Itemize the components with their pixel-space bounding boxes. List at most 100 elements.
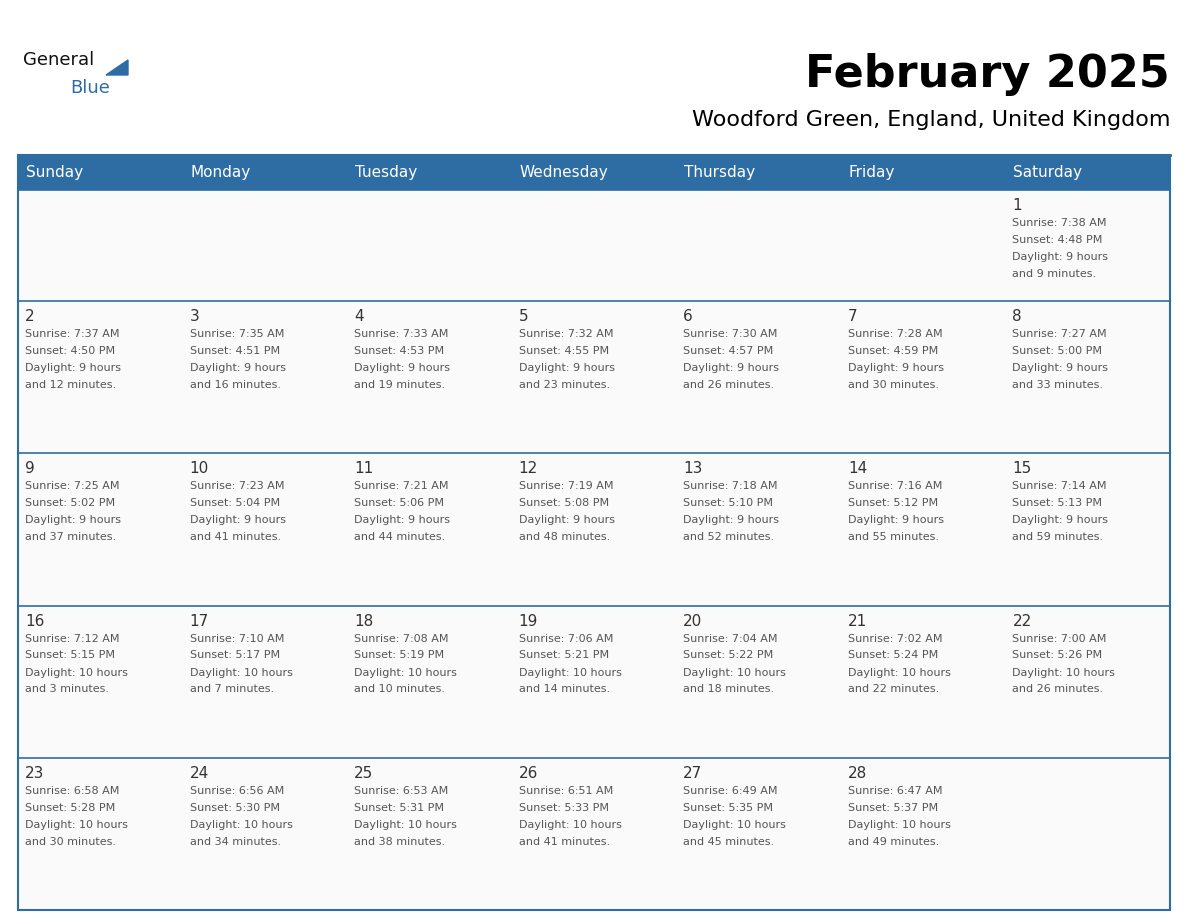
Text: and 19 minutes.: and 19 minutes. (354, 380, 446, 390)
Text: Daylight: 10 hours: Daylight: 10 hours (519, 667, 621, 677)
Text: Sunset: 5:00 PM: Sunset: 5:00 PM (1012, 346, 1102, 356)
Text: Sunset: 5:04 PM: Sunset: 5:04 PM (190, 498, 279, 509)
Text: and 59 minutes.: and 59 minutes. (1012, 532, 1104, 543)
Bar (18, 757, 1170, 910)
Text: 3: 3 (190, 309, 200, 324)
Text: Sunset: 4:50 PM: Sunset: 4:50 PM (25, 346, 115, 356)
Text: Sunset: 5:31 PM: Sunset: 5:31 PM (354, 802, 444, 812)
Text: 11: 11 (354, 461, 373, 476)
Text: Sunset: 5:06 PM: Sunset: 5:06 PM (354, 498, 444, 509)
Text: 26: 26 (519, 766, 538, 780)
Text: and 23 minutes.: and 23 minutes. (519, 380, 609, 390)
Bar (18, 301, 1170, 453)
Text: Sunrise: 7:27 AM: Sunrise: 7:27 AM (1012, 329, 1107, 339)
Text: Sunset: 5:22 PM: Sunset: 5:22 PM (683, 651, 773, 660)
Text: and 33 minutes.: and 33 minutes. (1012, 380, 1104, 390)
Text: Sunrise: 7:35 AM: Sunrise: 7:35 AM (190, 329, 284, 339)
Polygon shape (106, 60, 128, 75)
Text: and 48 minutes.: and 48 minutes. (519, 532, 609, 543)
Text: Sunrise: 6:53 AM: Sunrise: 6:53 AM (354, 786, 448, 796)
Text: Daylight: 10 hours: Daylight: 10 hours (683, 667, 786, 677)
Text: 2: 2 (25, 309, 34, 324)
Text: Sunset: 5:33 PM: Sunset: 5:33 PM (519, 802, 608, 812)
Text: Sunrise: 6:58 AM: Sunrise: 6:58 AM (25, 786, 119, 796)
Text: Sunrise: 7:37 AM: Sunrise: 7:37 AM (25, 329, 120, 339)
Text: 9: 9 (25, 461, 34, 476)
Text: Sunset: 5:12 PM: Sunset: 5:12 PM (848, 498, 939, 509)
Text: and 12 minutes.: and 12 minutes. (25, 380, 116, 390)
Text: Sunrise: 7:16 AM: Sunrise: 7:16 AM (848, 481, 942, 491)
Text: Sunset: 5:24 PM: Sunset: 5:24 PM (848, 651, 939, 660)
Text: Sunrise: 6:49 AM: Sunrise: 6:49 AM (683, 786, 778, 796)
Bar (18, 606, 1170, 757)
Text: Sunday: Sunday (26, 165, 83, 180)
Text: Blue: Blue (70, 79, 109, 97)
Text: Sunrise: 7:25 AM: Sunrise: 7:25 AM (25, 481, 120, 491)
Text: 21: 21 (848, 613, 867, 629)
Text: Sunset: 5:13 PM: Sunset: 5:13 PM (1012, 498, 1102, 509)
Text: Thursday: Thursday (684, 165, 756, 180)
Text: Sunrise: 7:30 AM: Sunrise: 7:30 AM (683, 329, 778, 339)
Text: Sunset: 4:48 PM: Sunset: 4:48 PM (1012, 235, 1102, 245)
Text: 22: 22 (1012, 613, 1031, 629)
Text: Daylight: 10 hours: Daylight: 10 hours (190, 667, 292, 677)
Text: Sunrise: 6:51 AM: Sunrise: 6:51 AM (519, 786, 613, 796)
Text: Sunset: 5:19 PM: Sunset: 5:19 PM (354, 651, 444, 660)
Text: 7: 7 (848, 309, 858, 324)
Text: and 10 minutes.: and 10 minutes. (354, 685, 446, 695)
Text: Daylight: 10 hours: Daylight: 10 hours (25, 667, 128, 677)
Text: Sunset: 5:17 PM: Sunset: 5:17 PM (190, 651, 279, 660)
Text: Sunset: 4:55 PM: Sunset: 4:55 PM (519, 346, 608, 356)
Text: 27: 27 (683, 766, 702, 780)
Text: 6: 6 (683, 309, 693, 324)
Text: 1: 1 (1012, 198, 1022, 213)
Text: and 9 minutes.: and 9 minutes. (1012, 269, 1097, 279)
Text: Sunset: 5:21 PM: Sunset: 5:21 PM (519, 651, 608, 660)
Text: and 16 minutes.: and 16 minutes. (190, 380, 280, 390)
Text: and 30 minutes.: and 30 minutes. (25, 836, 116, 846)
Text: Daylight: 9 hours: Daylight: 9 hours (190, 363, 285, 373)
Text: Daylight: 9 hours: Daylight: 9 hours (1012, 363, 1108, 373)
Text: Daylight: 9 hours: Daylight: 9 hours (683, 363, 779, 373)
Text: Daylight: 9 hours: Daylight: 9 hours (354, 515, 450, 525)
Text: Daylight: 9 hours: Daylight: 9 hours (1012, 515, 1108, 525)
Text: and 38 minutes.: and 38 minutes. (354, 836, 446, 846)
Text: Tuesday: Tuesday (355, 165, 417, 180)
Text: Sunset: 5:35 PM: Sunset: 5:35 PM (683, 802, 773, 812)
Text: and 7 minutes.: and 7 minutes. (190, 685, 273, 695)
Text: Sunrise: 7:32 AM: Sunrise: 7:32 AM (519, 329, 613, 339)
Text: Sunset: 4:57 PM: Sunset: 4:57 PM (683, 346, 773, 356)
Text: Daylight: 9 hours: Daylight: 9 hours (25, 515, 121, 525)
Text: 13: 13 (683, 461, 702, 476)
Text: and 52 minutes.: and 52 minutes. (683, 532, 775, 543)
Text: 14: 14 (848, 461, 867, 476)
Text: Sunset: 4:51 PM: Sunset: 4:51 PM (190, 346, 279, 356)
Bar (18, 155, 1170, 910)
Text: Sunrise: 7:04 AM: Sunrise: 7:04 AM (683, 633, 778, 644)
Text: Saturday: Saturday (1013, 165, 1082, 180)
Text: and 22 minutes.: and 22 minutes. (848, 685, 939, 695)
Text: Sunset: 5:08 PM: Sunset: 5:08 PM (519, 498, 608, 509)
Text: Daylight: 10 hours: Daylight: 10 hours (190, 820, 292, 830)
Text: Sunrise: 7:00 AM: Sunrise: 7:00 AM (1012, 633, 1107, 644)
Text: Daylight: 10 hours: Daylight: 10 hours (848, 820, 950, 830)
Text: Sunrise: 6:56 AM: Sunrise: 6:56 AM (190, 786, 284, 796)
Text: Sunrise: 7:21 AM: Sunrise: 7:21 AM (354, 481, 449, 491)
Text: Sunset: 5:30 PM: Sunset: 5:30 PM (190, 802, 279, 812)
Text: and 14 minutes.: and 14 minutes. (519, 685, 609, 695)
Text: Daylight: 10 hours: Daylight: 10 hours (519, 820, 621, 830)
Text: 5: 5 (519, 309, 529, 324)
Text: Sunset: 5:10 PM: Sunset: 5:10 PM (683, 498, 773, 509)
Text: and 26 minutes.: and 26 minutes. (1012, 685, 1104, 695)
Text: Daylight: 9 hours: Daylight: 9 hours (25, 363, 121, 373)
Text: and 49 minutes.: and 49 minutes. (848, 836, 939, 846)
Text: Daylight: 9 hours: Daylight: 9 hours (1012, 252, 1108, 262)
Text: Sunrise: 7:38 AM: Sunrise: 7:38 AM (1012, 218, 1107, 228)
Text: 23: 23 (25, 766, 44, 780)
Text: Sunrise: 7:08 AM: Sunrise: 7:08 AM (354, 633, 449, 644)
Text: 16: 16 (25, 613, 44, 629)
Text: Friday: Friday (849, 165, 896, 180)
Text: 12: 12 (519, 461, 538, 476)
Text: 25: 25 (354, 766, 373, 780)
Text: and 41 minutes.: and 41 minutes. (519, 836, 609, 846)
